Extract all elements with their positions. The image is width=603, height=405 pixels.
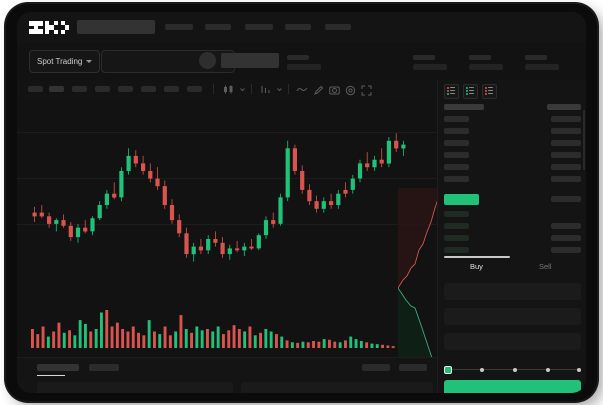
chart-toolbar [17, 80, 437, 99]
orders-panel [17, 357, 437, 393]
orderbook-ask-row[interactable] [444, 152, 469, 158]
nav-item-1[interactable] [165, 24, 193, 30]
toolbar-divider-1 [213, 84, 214, 94]
nav-item-2[interactable] [205, 24, 231, 30]
timeframe-6[interactable] [141, 86, 156, 92]
orderbook-mode-group [444, 84, 497, 99]
orderbook-and-trade-panel: Buy Sell [437, 80, 586, 393]
slider-handle[interactable] [444, 366, 452, 374]
orderbook-mode-asks[interactable] [482, 84, 497, 99]
orderbook-ask-qty [551, 140, 581, 146]
tab-open-orders[interactable] [37, 364, 79, 371]
chevron-down-icon [86, 60, 93, 63]
orderbook-mode-bids[interactable] [463, 84, 478, 99]
timeframe-3[interactable] [72, 86, 87, 92]
timeframe-4[interactable] [95, 86, 110, 92]
timeframe-5[interactable] [118, 86, 133, 92]
nav-item-4[interactable] [285, 24, 311, 30]
nav-search-box[interactable] [77, 20, 155, 34]
submit-buy-button[interactable] [444, 380, 581, 393]
top-navigation-bar [17, 12, 586, 43]
order-row-block-2 [241, 382, 433, 393]
slider-step-75[interactable] [546, 367, 550, 372]
tab-sell[interactable]: Sell [539, 262, 552, 271]
chart-gridline [17, 224, 437, 225]
tab-buy-underline [444, 256, 510, 258]
orderbook-ask-row[interactable] [444, 176, 469, 182]
orderbook-last-price [444, 194, 479, 205]
app-screen: Spot Trading [17, 12, 586, 393]
nav-item-3[interactable] [245, 24, 273, 30]
settings-gear-icon[interactable] [345, 85, 356, 96]
last-price-display [221, 53, 279, 68]
orderbook-ask-row[interactable] [444, 164, 469, 170]
bottom-action-2[interactable] [399, 364, 427, 371]
slider-step-50[interactable] [513, 367, 517, 372]
orderbook-bid-row[interactable] [444, 247, 469, 253]
indicators-icon[interactable] [260, 85, 271, 94]
tablet-device-frame: Spot Trading [6, 4, 597, 401]
slider-step-100[interactable] [577, 367, 581, 372]
fullscreen-icon[interactable] [361, 85, 372, 96]
candlestick-series [32, 133, 406, 262]
order-total-field[interactable] [444, 333, 581, 350]
orderbook-bid-qty [551, 235, 581, 241]
orderbook-bid-qty [551, 247, 581, 253]
orderbook-last-qty [551, 196, 581, 202]
orderbook-ask-row[interactable] [444, 140, 469, 146]
pencil-draw-icon[interactable] [313, 85, 324, 96]
orderbook-ask-qty [551, 116, 581, 122]
tab-buy[interactable]: Buy [470, 262, 483, 271]
order-form-tabs: Buy Sell [444, 256, 581, 276]
timeframe-2-active[interactable] [49, 86, 64, 92]
order-row-block-1 [37, 382, 233, 393]
orderbook-ask-qty [551, 164, 581, 170]
chart-gridline [17, 132, 437, 133]
toolbar-divider-3 [288, 84, 289, 94]
orderbook-ask-qty [551, 152, 581, 158]
timeframe-8[interactable] [187, 86, 202, 92]
okx-logo[interactable] [29, 21, 69, 34]
chart-gridline [17, 178, 437, 179]
orderbook-scrollbar[interactable] [583, 110, 585, 170]
pair-coin-avatar [199, 52, 216, 69]
camera-snapshot-icon[interactable] [329, 85, 340, 95]
orderbook-ask-qty [551, 176, 581, 182]
orderbook-bid-row[interactable] [444, 223, 469, 229]
timeframe-7[interactable] [164, 86, 179, 92]
orderbook-header-right [547, 104, 581, 110]
line-chart-icon[interactable] [296, 85, 308, 94]
chevron-down-icon-2[interactable] [276, 85, 283, 94]
tab-order-history[interactable] [89, 364, 119, 371]
market-type-label: Spot Trading [37, 57, 83, 66]
orderbook-bid-row[interactable] [444, 211, 469, 217]
orderbook-mode-both[interactable] [444, 84, 459, 99]
price-chart[interactable] [17, 98, 443, 386]
chevron-down-icon[interactable] [239, 85, 246, 94]
orderbook-ask-row[interactable] [444, 128, 469, 134]
bottom-action-1[interactable] [362, 364, 390, 371]
orderbook-ask-row[interactable] [444, 116, 469, 122]
order-price-field[interactable] [444, 283, 581, 300]
orderbook-header-left [444, 104, 484, 110]
slider-step-25[interactable] [480, 367, 484, 372]
volume-series [31, 310, 395, 348]
orderbook-bid-row[interactable] [444, 235, 469, 241]
order-amount-slider[interactable] [444, 365, 581, 375]
orderbook-bid-qty [551, 223, 581, 229]
toolbar-divider-2 [251, 84, 252, 94]
market-type-selector[interactable]: Spot Trading [29, 50, 101, 73]
nav-item-5[interactable] [325, 24, 351, 30]
orderbook-ask-qty [551, 128, 581, 134]
order-amount-field[interactable] [444, 308, 581, 325]
market-header-bar: Spot Trading [17, 43, 586, 80]
candle-type-icon[interactable] [223, 85, 234, 94]
timeframe-1[interactable] [28, 86, 43, 92]
tab-open-orders-underline [37, 375, 65, 376]
